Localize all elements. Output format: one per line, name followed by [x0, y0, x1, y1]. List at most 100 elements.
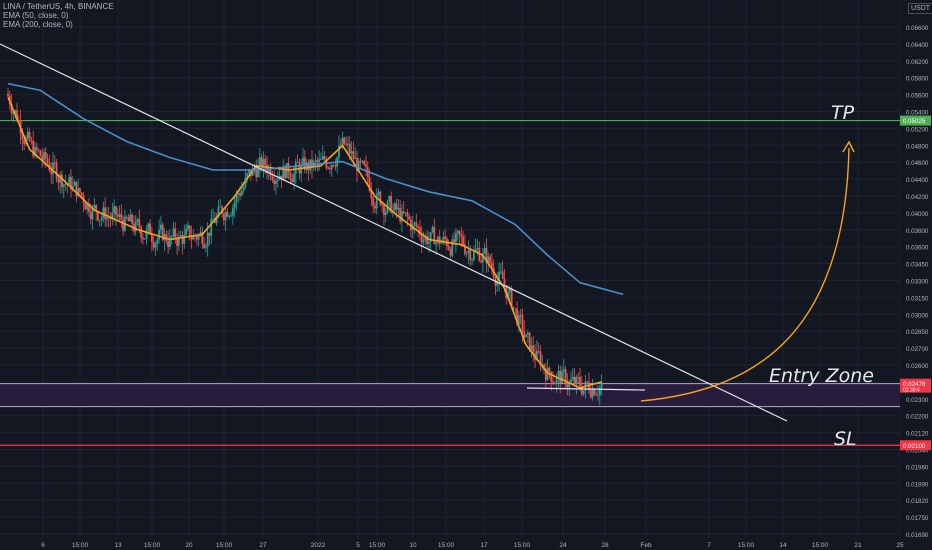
time-tick: 2022	[311, 542, 326, 549]
candle-body	[469, 250, 472, 260]
price-tick: 0.04600	[906, 160, 929, 167]
candle-body	[586, 381, 589, 383]
candle-body	[53, 162, 56, 164]
price-axis[interactable]: 0.06600 0.06400 0.06200 0.05800 0.05600 0.054…	[900, 0, 932, 550]
candle-body	[431, 226, 434, 233]
price-tick: 0.02200	[906, 414, 929, 421]
candle-body	[233, 202, 236, 208]
time-axis[interactable]: 6 15:00 13 15:00 20 15:00 27 2022 5 15:00 10 15:00 1…	[41, 542, 904, 549]
ema200-line[interactable]	[7, 82, 624, 296]
candle-body	[86, 203, 89, 210]
time-tick: Feb	[640, 542, 652, 549]
price-tick: 0.05400	[906, 110, 929, 117]
ema200-label[interactable]: EMA (200, close, 0)	[3, 20, 73, 29]
candle-body	[420, 234, 423, 243]
candle-body	[181, 235, 184, 244]
candle-body	[289, 172, 292, 179]
candle-body	[514, 308, 517, 310]
candle-body	[255, 168, 258, 178]
candle-body	[203, 243, 205, 248]
candle-body	[397, 207, 400, 210]
candle-body	[458, 230, 461, 235]
candle-body	[381, 204, 384, 206]
candle-body	[580, 385, 583, 395]
candle-body	[185, 228, 187, 236]
candle-body	[215, 216, 218, 223]
candle-body	[239, 193, 241, 196]
time-tick: 6	[41, 542, 45, 549]
candle-body	[559, 370, 562, 384]
candle-body	[98, 219, 101, 221]
sl-annotation[interactable]: SL	[834, 428, 857, 450]
candle-body	[14, 110, 17, 114]
candle-body	[321, 156, 324, 160]
candle-body	[170, 236, 173, 238]
neckline[interactable]	[526, 387, 646, 391]
candle-body	[490, 262, 493, 268]
last-price-badge-text: 0.02478	[903, 381, 926, 388]
ema50-line[interactable]	[7, 96, 602, 389]
candle-body	[64, 183, 67, 185]
candle-body	[168, 236, 171, 247]
entry-zone-box[interactable]	[0, 383, 900, 407]
candle-body	[465, 253, 468, 255]
arrow-head-icon	[842, 140, 855, 153]
price-tick: 0.02120	[906, 431, 929, 438]
candle-body	[426, 235, 429, 244]
price-tick: 0.02850	[906, 329, 929, 336]
price-tick: 0.06400	[906, 42, 929, 49]
projection-arrow[interactable]	[640, 147, 850, 402]
candle-body	[496, 281, 499, 286]
time-tick: 15:00	[514, 542, 531, 549]
currency-label[interactable]: USDT	[908, 3, 932, 14]
time-tick: 25	[896, 542, 904, 549]
candle-body	[327, 167, 330, 169]
candle-body	[410, 219, 412, 231]
descending-trendline[interactable]	[0, 43, 788, 422]
candle-body	[131, 214, 134, 224]
price-tick: 0.03000	[906, 312, 929, 319]
candle-body	[70, 176, 72, 190]
ema50-label[interactable]: EMA (50, close, 0)	[3, 11, 69, 20]
symbol-line[interactable]: LINA / TetherUS, 4h, BINANCE	[3, 2, 114, 11]
candle-body	[489, 256, 491, 263]
candle-body	[102, 207, 105, 218]
candle-body	[595, 394, 598, 396]
candle-body	[357, 160, 360, 172]
entry-zone-annotation[interactable]: Entry Zone	[769, 365, 874, 387]
candle-body	[575, 376, 578, 384]
time-tick: 20	[185, 542, 193, 549]
candle-body	[21, 133, 24, 140]
candle-body	[399, 207, 402, 222]
candle-body	[134, 221, 137, 232]
price-tick: 0.03800	[906, 228, 929, 235]
candle-body	[307, 162, 310, 171]
candle-body	[248, 169, 250, 174]
candle-body	[80, 192, 83, 196]
price-tick: 0.05800	[906, 76, 929, 83]
candle-body	[104, 207, 107, 220]
candle-body	[393, 203, 396, 211]
sl-price-badge-text: 0.02100	[903, 443, 926, 450]
candle-body	[341, 137, 344, 147]
candle-body	[50, 170, 53, 175]
candle-body	[588, 382, 590, 391]
tp-annotation[interactable]: TP	[831, 102, 855, 124]
candle-body	[17, 120, 20, 121]
candle-body	[177, 236, 180, 246]
candle-body	[462, 236, 464, 245]
candle-body	[582, 390, 585, 395]
candle-body	[532, 345, 535, 354]
candle-body	[293, 173, 295, 183]
candle-body	[401, 211, 403, 222]
candle-body	[71, 185, 74, 190]
candle-body	[145, 230, 148, 239]
candle-body	[28, 132, 31, 141]
candle-body	[365, 164, 367, 167]
candle-body	[512, 306, 515, 309]
candle-body	[437, 236, 439, 243]
candle-body	[161, 224, 164, 240]
candle-body	[474, 248, 477, 252]
candle-body	[564, 369, 567, 384]
